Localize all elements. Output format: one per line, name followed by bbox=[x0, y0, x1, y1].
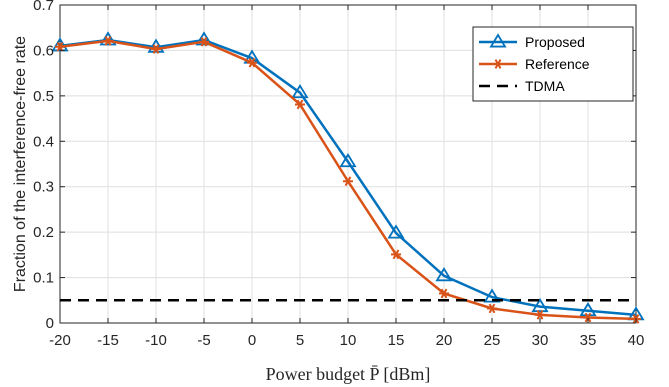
x-tick-label: -15 bbox=[97, 332, 119, 349]
y-tick-label: 0.4 bbox=[33, 133, 54, 150]
y-tick-label: 0.7 bbox=[33, 0, 54, 14]
legend-label-tdma: TDMA bbox=[525, 78, 565, 94]
x-tick-label: 35 bbox=[580, 332, 597, 349]
legend-item-reference: Reference bbox=[479, 56, 590, 72]
data-point-proposed bbox=[579, 301, 597, 317]
series-reference bbox=[55, 36, 641, 324]
x-tick-label: 30 bbox=[532, 332, 549, 349]
x-tick-label: 10 bbox=[340, 332, 357, 349]
data-point-reference bbox=[55, 41, 65, 52]
y-axis-label: Fraction of the interference-free rate bbox=[12, 36, 29, 292]
data-point-reference bbox=[535, 309, 545, 320]
x-tick-label: 0 bbox=[248, 332, 256, 349]
y-tick-label: 0.5 bbox=[33, 88, 54, 105]
data-point-proposed bbox=[339, 152, 357, 168]
legend-label-proposed: Proposed bbox=[525, 34, 585, 50]
data-point-reference bbox=[487, 303, 497, 314]
data-point-proposed bbox=[435, 267, 453, 282]
y-tick-label: 0.2 bbox=[33, 224, 54, 241]
legend-item-proposed: Proposed bbox=[479, 33, 585, 50]
x-tick-label: 15 bbox=[388, 332, 405, 349]
y-tick-label: 0.1 bbox=[33, 270, 54, 287]
legend-item-tdma: TDMA bbox=[479, 78, 565, 94]
data-point-reference bbox=[199, 36, 209, 47]
x-axis-label: Power budget P̄ [dBm] bbox=[266, 364, 431, 384]
data-point-reference bbox=[295, 99, 305, 110]
series-group bbox=[51, 31, 645, 324]
data-point-reference bbox=[247, 57, 257, 68]
data-point-proposed bbox=[387, 224, 405, 239]
x-tick-label: -20 bbox=[49, 332, 71, 349]
data-point-proposed bbox=[147, 38, 165, 53]
x-tick-label: 20 bbox=[436, 332, 453, 349]
data-point-proposed bbox=[291, 83, 309, 99]
data-point-reference bbox=[103, 36, 113, 46]
data-point-proposed bbox=[531, 297, 549, 313]
y-tick-label: 0.6 bbox=[33, 42, 54, 59]
data-point-proposed bbox=[195, 31, 213, 46]
data-point-reference bbox=[583, 312, 593, 323]
legend-label-reference: Reference bbox=[525, 56, 590, 72]
x-axis: -20 -15 -10 -5 0 5 10 15 20 25 30 35 40 bbox=[49, 5, 644, 349]
y-tick-label: 0 bbox=[46, 315, 54, 332]
x-tick-label: 25 bbox=[484, 332, 501, 349]
x-tick-label: -10 bbox=[145, 332, 167, 349]
y-tick-label: 0.3 bbox=[33, 179, 54, 196]
data-point-reference bbox=[391, 249, 401, 260]
data-point-reference bbox=[343, 176, 353, 187]
x-tick-label: -5 bbox=[197, 332, 210, 349]
x-tick-label: 5 bbox=[296, 332, 304, 349]
data-point-proposed bbox=[483, 288, 501, 303]
data-point-reference bbox=[439, 288, 449, 299]
data-point-proposed bbox=[99, 31, 117, 46]
y-axis: 0 0.1 0.2 0.3 0.4 0.5 0.6 0.7 bbox=[33, 0, 636, 332]
x-tick-label: 40 bbox=[628, 332, 645, 349]
legend: Proposed Reference TDMA bbox=[472, 26, 634, 102]
legend-marker-reference bbox=[493, 59, 503, 69]
legend-marker-proposed bbox=[489, 33, 507, 48]
data-point-reference bbox=[151, 44, 161, 54]
